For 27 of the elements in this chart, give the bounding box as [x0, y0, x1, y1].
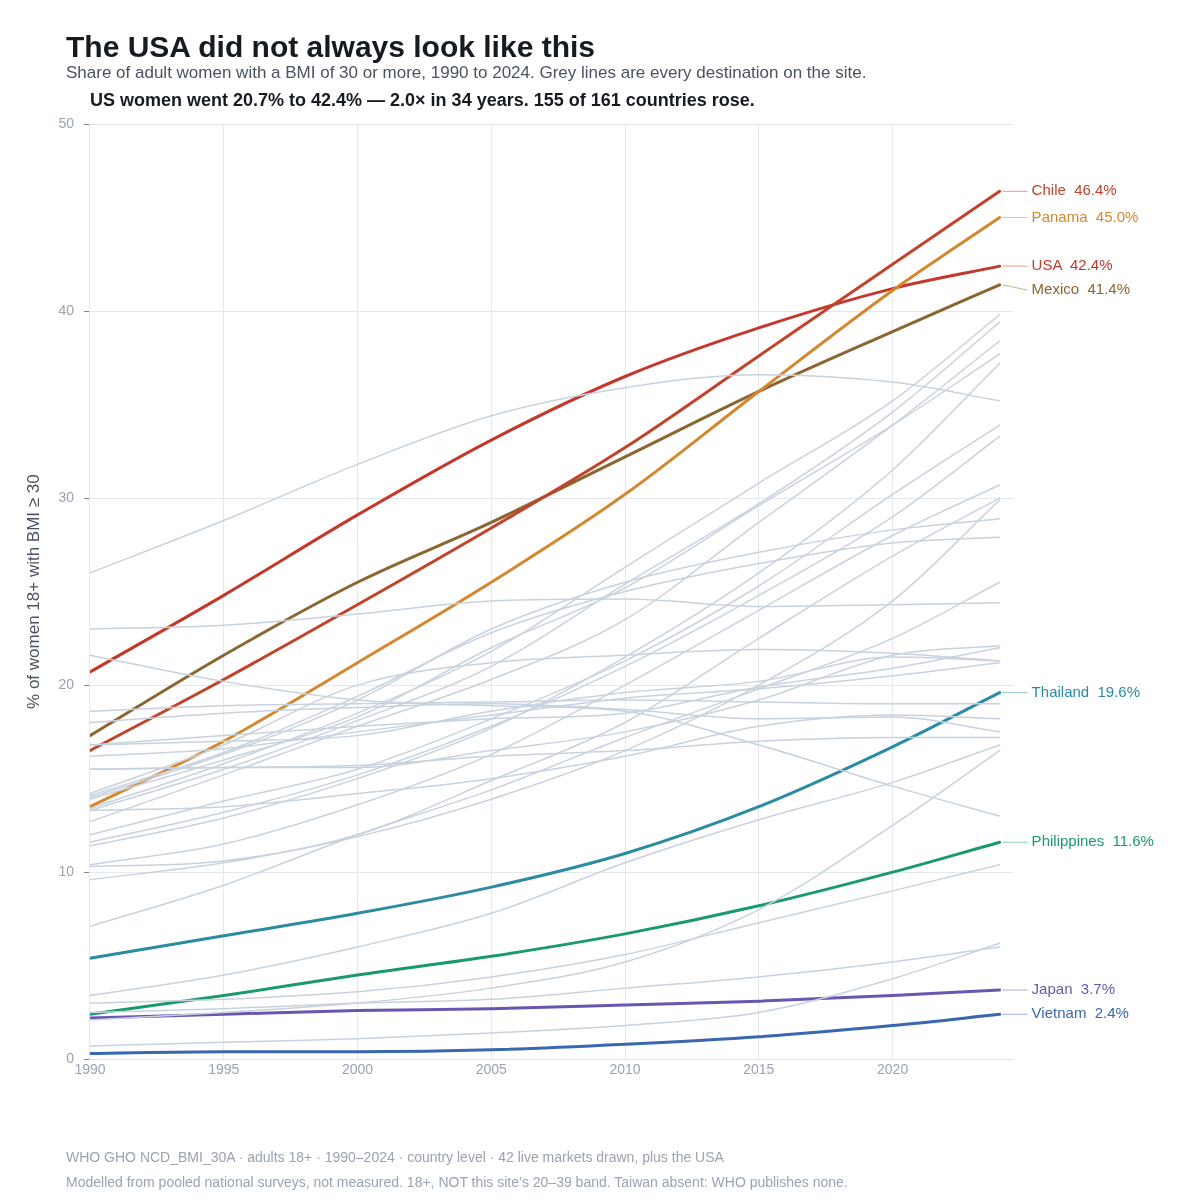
y-tick-label: 20	[58, 675, 75, 692]
x-tick-label: 2015	[743, 1061, 775, 1078]
x-tick-label: 2000	[341, 1061, 374, 1078]
text: WHO GHO NCD_BMI_30A · adults 18+ · 1990–2024 · country level · 42 live markets drawn, plus the USA	[66, 1149, 724, 1165]
y-tick-label: 30	[58, 488, 75, 505]
x-tick-label: 2005	[475, 1061, 508, 1078]
chart-subtitle: Share of adult women with a BMI of 30 or more, 1990 to 2024. Grey lines are every destination on the site.	[66, 63, 867, 83]
text: Chile 46.4%	[1031, 181, 1117, 199]
y-tick-label: 50	[58, 114, 75, 131]
y-tick-label: 10	[58, 863, 75, 880]
x-tick-label: 2010	[609, 1061, 641, 1078]
x-tick-label: 1990	[74, 1061, 106, 1078]
y-tick-label: 40	[58, 301, 75, 318]
text: Vietnam 2.4%	[1031, 1004, 1129, 1022]
text: Japan 3.7%	[1031, 980, 1116, 998]
text: US women went 20.7% to 42.4% — 2.0× in 34 years. 155 of 161 countries rose.	[90, 90, 755, 111]
text: Philippines 11.6%	[1031, 832, 1154, 850]
text: Panama 45.0%	[1031, 207, 1139, 225]
chart-title: The USA did not always look like this	[66, 30, 595, 64]
text: Thailand 19.6%	[1031, 682, 1141, 700]
text: Modelled from pooled national surveys, not measured. 18+, NOT this site’s 20–39 band. Taiwan absent: WHO publishes none.	[66, 1174, 848, 1190]
x-tick-label: 1995	[208, 1061, 240, 1078]
text: USA 42.4%	[1031, 256, 1113, 274]
x-tick-label: 2020	[877, 1061, 909, 1078]
y-axis-title: % of women 18+ with BMI ≥ 30	[23, 474, 43, 709]
text: Mexico 41.4%	[1031, 280, 1131, 298]
y-tick-label: 0	[66, 1050, 75, 1067]
